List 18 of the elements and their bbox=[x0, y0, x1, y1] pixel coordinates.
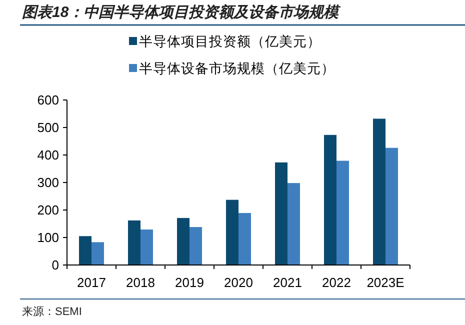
y-tick-label: 600 bbox=[37, 92, 59, 108]
x-tick-label: 2020 bbox=[224, 275, 253, 290]
x-tick-label: 2021 bbox=[273, 275, 302, 290]
y-tick-label: 500 bbox=[37, 120, 59, 135]
y-tick-label: 200 bbox=[37, 202, 59, 218]
x-tick-label: 2023E bbox=[366, 275, 405, 290]
y-tick-label: 300 bbox=[37, 175, 59, 190]
chart-title: 图表18：中国半导体项目投资额及设备市场规模 bbox=[22, 3, 342, 21]
y-tick-label: 0 bbox=[52, 258, 59, 272]
y-tick-label: 400 bbox=[37, 148, 59, 162]
x-tick-label: 2018 bbox=[126, 275, 155, 290]
x-tick-label: 2019 bbox=[175, 275, 204, 290]
source-note: 来源：SEMI bbox=[22, 305, 82, 318]
x-tick-label: 2017 bbox=[77, 275, 106, 290]
legend-label: 半导体设备市场规模（亿美元） bbox=[139, 61, 335, 76]
y-tick-label: 100 bbox=[37, 230, 59, 245]
legend-label: 半导体项目投资额（亿美元） bbox=[139, 34, 321, 49]
x-tick-label: 2022 bbox=[322, 275, 351, 290]
